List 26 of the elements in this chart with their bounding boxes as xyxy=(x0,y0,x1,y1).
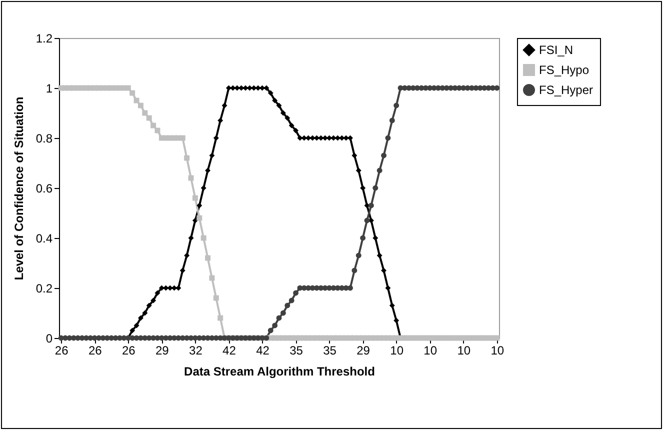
x-tick-label: 29 xyxy=(356,344,370,358)
legend-label: FS_Hypo xyxy=(539,63,590,77)
x-tick-label: 35 xyxy=(323,344,337,358)
legend-label: FSI_N xyxy=(539,43,574,57)
x-axis-title: Data Stream Algorithm Threshold xyxy=(184,364,375,378)
x-tick-label: 32 xyxy=(189,344,203,358)
y-tick-label: 0 xyxy=(46,332,53,346)
y-tick-label: 1 xyxy=(46,82,53,96)
x-tick-label: 29 xyxy=(155,344,170,358)
y-axis-title: Level of Confidence of Situation xyxy=(12,96,26,280)
legend-label: FS_Hyper xyxy=(539,83,594,97)
x-tick-label: 35 xyxy=(290,344,304,358)
x-tick-label: 10 xyxy=(490,344,504,358)
y-tick-label: 0.8 xyxy=(36,132,53,146)
x-tick-label: 26 xyxy=(54,344,69,358)
x-tick-label: 42 xyxy=(222,344,236,358)
y-tick-label: 1.2 xyxy=(36,32,53,46)
y-tick-label: 0.4 xyxy=(36,232,53,246)
x-tick-label: 10 xyxy=(390,344,404,358)
y-tick-label: 0.2 xyxy=(36,282,53,296)
x-tick-label: 26 xyxy=(122,344,136,358)
x-tick-label: 26 xyxy=(88,344,102,358)
y-tick-label: 0.6 xyxy=(36,182,53,196)
x-tick-label: 10 xyxy=(457,344,471,358)
x-tick-label: 10 xyxy=(424,344,438,358)
x-tick-label: 42 xyxy=(256,344,270,358)
